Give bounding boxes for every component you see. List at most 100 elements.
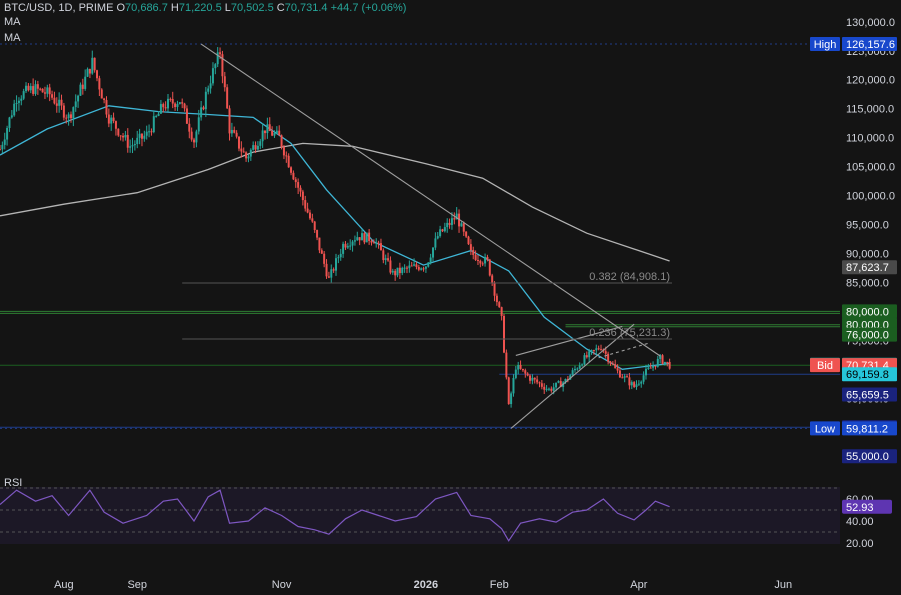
candle-body-2026-01-03 (429, 257, 432, 263)
price-tag-bg-7 (842, 367, 897, 382)
candle-body-2026-03-09 (583, 355, 586, 365)
candle-body-2025-11-01 (280, 135, 283, 147)
candle-body-2025-07-22 (39, 88, 42, 90)
candle-body-2026-03-13 (592, 350, 595, 352)
candle-body-2025-10-29 (273, 133, 276, 136)
candle-body-2025-07-21 (36, 84, 39, 89)
candle-body-2025-09-06 (148, 131, 151, 133)
price-tag-value-11: 55,000.0 (846, 451, 889, 463)
rsi-line (0, 489, 670, 542)
candle-body-2025-10-05 (216, 52, 219, 65)
price-tag-value-7: 69,159.8 (846, 369, 889, 381)
trend-lines (200, 43, 661, 429)
candle-body-2026-03-05 (573, 368, 576, 371)
high-value: 71,220.5 (178, 2, 222, 14)
candle-body-2026-02-06 (510, 393, 513, 405)
symbol-label[interactable]: BTC/USD, 1D, PRIME (4, 2, 114, 14)
ma-indicator-1[interactable]: MA (4, 16, 21, 28)
price-tick-3: 115,000.0 (846, 104, 894, 116)
candle-body-2025-11-02 (282, 146, 285, 156)
candle-body-2025-12-12 (377, 242, 380, 244)
candle-body-2025-10-07 (221, 54, 224, 77)
candle-body-2025-10-06 (219, 52, 222, 55)
candle-body-2025-08-05 (72, 107, 75, 119)
candle-body-2025-11-05 (290, 167, 293, 173)
time-label-2026: 2026 (414, 579, 438, 591)
candle-body-2025-09-16 (171, 99, 174, 104)
candle-body-2025-08-17 (100, 89, 103, 99)
candle-body-2025-10-12 (233, 129, 236, 133)
candle-body-2025-10-25 (264, 130, 267, 134)
candle-body-2025-10-22 (256, 145, 259, 150)
candle-body-2025-11-06 (292, 172, 295, 180)
candle-body-2025-07-24 (43, 92, 46, 94)
candle-body-2026-03-19 (607, 353, 610, 362)
candle-body-2026-04-04 (644, 368, 647, 376)
candle-body-2026-04-14 (668, 361, 671, 369)
time-label-sep: Sep (127, 579, 147, 591)
candle-body-2025-12-03 (356, 237, 359, 241)
candle-body-2025-10-21 (254, 145, 257, 150)
candle-body-2026-01-14 (455, 213, 458, 220)
candle-body-2025-07-16 (25, 85, 28, 92)
price-tick-8: 90,000.0 (846, 248, 889, 260)
candle-body-2026-03-29 (630, 382, 633, 386)
ma-slow-line (0, 142, 670, 262)
price-tag-value-8: 65,659.5 (846, 389, 889, 401)
candle-body-2026-03-04 (571, 370, 574, 376)
candle-body-2025-08-20 (107, 114, 110, 124)
candle-body-2025-07-15 (22, 91, 25, 99)
price-tag-label-bg-6 (810, 358, 840, 373)
candle-body-2026-04-06 (649, 367, 652, 369)
candle-body-2025-10-09 (226, 87, 229, 109)
candle-body-2025-07-26 (48, 87, 51, 95)
price-tick-9: 85,000.0 (846, 277, 889, 289)
candle-body-2026-03-16 (600, 349, 603, 351)
ma-fast-line (0, 105, 670, 370)
candle-body-2025-07-30 (58, 99, 61, 106)
candle-body-2025-09-27 (197, 117, 200, 132)
candle-body-2025-08-07 (77, 95, 80, 102)
candle-body-2026-01-10 (446, 222, 449, 228)
candle-body-2026-02-03 (503, 315, 505, 353)
candle-body-2026-04-12 (663, 361, 666, 364)
candle-body-2026-02-26 (557, 381, 560, 383)
candle-body-2025-09-13 (164, 107, 167, 109)
fib-label-0: 0.382 (84,908.1) (589, 271, 670, 283)
candle-body-2026-01-20 (469, 244, 472, 251)
candle-body-2026-02-10 (519, 365, 522, 369)
price-tag-label-bg-10 (810, 421, 840, 436)
candle-body-2025-11-26 (339, 253, 342, 258)
candle-body-2025-10-18 (247, 156, 250, 159)
candle-body-2026-02-23 (550, 388, 553, 391)
candle-body-2026-01-05 (434, 238, 437, 248)
candle-body-2025-08-28 (126, 134, 129, 148)
candle-body-2025-08-14 (93, 57, 96, 71)
candle-body-2025-10-13 (235, 132, 238, 137)
candle-body-2025-11-27 (342, 243, 345, 254)
candle-body-2025-12-09 (370, 240, 373, 243)
candle-body-2026-01-09 (443, 227, 446, 232)
trend-line-1 (515, 325, 623, 356)
price-tag-label-low: Low (815, 423, 835, 435)
price-tag-bg-10 (842, 421, 897, 436)
rsi-tick-2: 20.00 (846, 538, 874, 550)
candle-body-2026-03-24 (618, 370, 621, 378)
candle-body-2025-11-17 (318, 237, 321, 251)
candle-body-2025-08-01 (62, 105, 65, 118)
candle-body-2025-08-26 (122, 135, 125, 138)
candle-body-2025-07-25 (46, 87, 49, 94)
candle-body-2026-03-26 (623, 376, 626, 378)
candle-body-2025-12-08 (368, 232, 371, 241)
candle-body-2025-07-10 (10, 115, 13, 118)
candle-body-2025-12-23 (403, 267, 406, 269)
candle-body-2026-03-06 (576, 368, 579, 370)
rsi-indicator-label[interactable]: RSI (4, 477, 23, 489)
candle-body-2026-02-11 (521, 368, 524, 371)
candle-body-2026-02-13 (526, 373, 529, 376)
ma-indicator-2[interactable]: MA (4, 32, 21, 44)
price-tag-label-high: High (814, 39, 837, 51)
candle-body-2026-02-01 (498, 302, 501, 308)
